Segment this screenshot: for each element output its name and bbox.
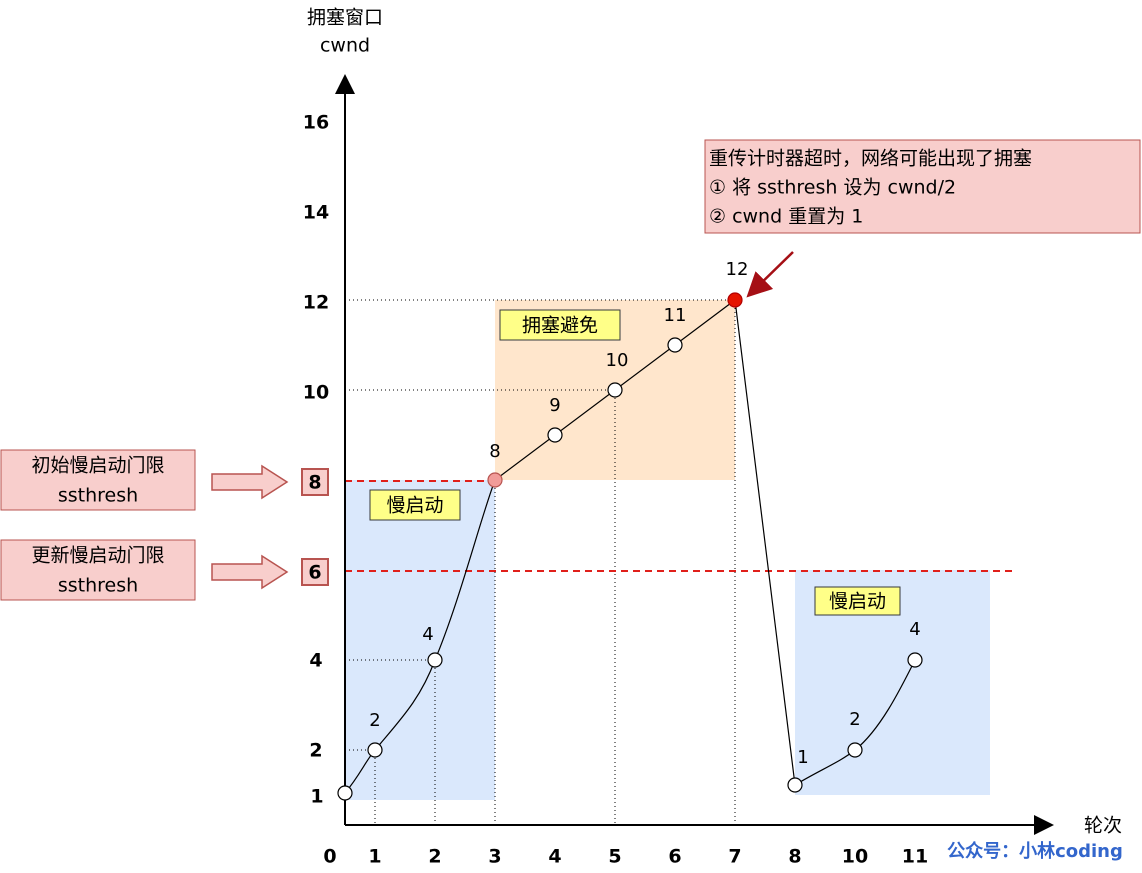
point-label: 2 [369,710,380,731]
x-tick-label: 11 [902,846,928,868]
point-label: 10 [606,350,629,371]
data-point [547,427,563,443]
y-tick-label: 2 [309,740,322,762]
phase-box [814,586,901,616]
phase-label: 慢启动 [386,495,443,517]
annotation-box [704,139,1141,234]
data-point [907,652,923,668]
point-label: 8 [489,441,500,462]
x-tick-label: 3 [488,846,501,868]
regions [345,300,990,800]
y-tick-label: 10 [303,382,329,404]
data-point [337,785,353,801]
y-tick-label: 4 [309,650,322,672]
annotation-text: ① 将 ssthresh 设为 cwnd/2 [709,177,956,199]
data-point [427,652,443,668]
callout-arrow [211,554,289,590]
phase-box [499,309,621,341]
point-label: 9 [549,395,560,416]
y-tick-label: 6 [308,562,321,584]
threshold-box [301,468,329,496]
x-tick-label: 0 [323,846,336,868]
y-tick-label: 16 [303,112,329,134]
data-point [487,472,503,488]
callout-box [0,449,196,511]
callout-text: ssthresh [58,575,138,597]
slow-start-region [345,480,495,800]
annotation-text: ② cwnd 重置为 1 [709,206,863,228]
data-point [727,292,743,308]
x-tick-label: 10 [842,846,868,868]
annotation-arrow [746,251,794,298]
guides [345,299,736,825]
x-tick-label: 7 [728,846,741,868]
callout-text: ssthresh [58,485,138,507]
y-tick-label: 1 [310,786,323,808]
point-label: 2 [849,709,860,730]
x-axis-title: 轮次 [1084,815,1122,837]
x-tick-label: 6 [668,846,681,868]
data-point [787,777,803,793]
x-tick-label: 1 [368,846,381,868]
point-label: 11 [664,305,687,326]
point-label: 4 [909,619,920,640]
y-axis-title: 拥塞窗口 [307,7,383,29]
callout-box [0,539,196,601]
annotation-text: 重传计时器超时，网络可能出现了拥塞 [709,148,1032,170]
x-tick-label: 5 [608,846,621,868]
point-label: 12 [726,259,749,280]
callout-text: 更新慢启动门限 [31,545,164,567]
callout-arrow [211,464,289,500]
callout-text: 初始慢启动门限 [31,455,164,477]
y-tick-label: 12 [303,292,329,314]
point-label: 4 [422,624,433,645]
y-tick-label: 14 [303,202,329,224]
phase-box [369,489,461,521]
x-tick-label: 8 [788,846,801,868]
phase-label: 慢启动 [829,591,886,613]
y-axis-unit: cwnd [320,35,370,57]
threshold-lines [345,480,1015,572]
point-label: 1 [797,747,808,768]
y-tick-label: 8 [308,472,321,494]
data-point [607,382,623,398]
data-point [667,337,683,353]
x-tick-label: 2 [428,846,441,868]
data-point [847,742,863,758]
phase-label: 拥塞避免 [522,315,598,337]
x-tick-label: 4 [548,846,561,868]
data-point [367,742,383,758]
threshold-box [301,558,329,586]
watermark: 公众号：小林coding [947,840,1123,862]
